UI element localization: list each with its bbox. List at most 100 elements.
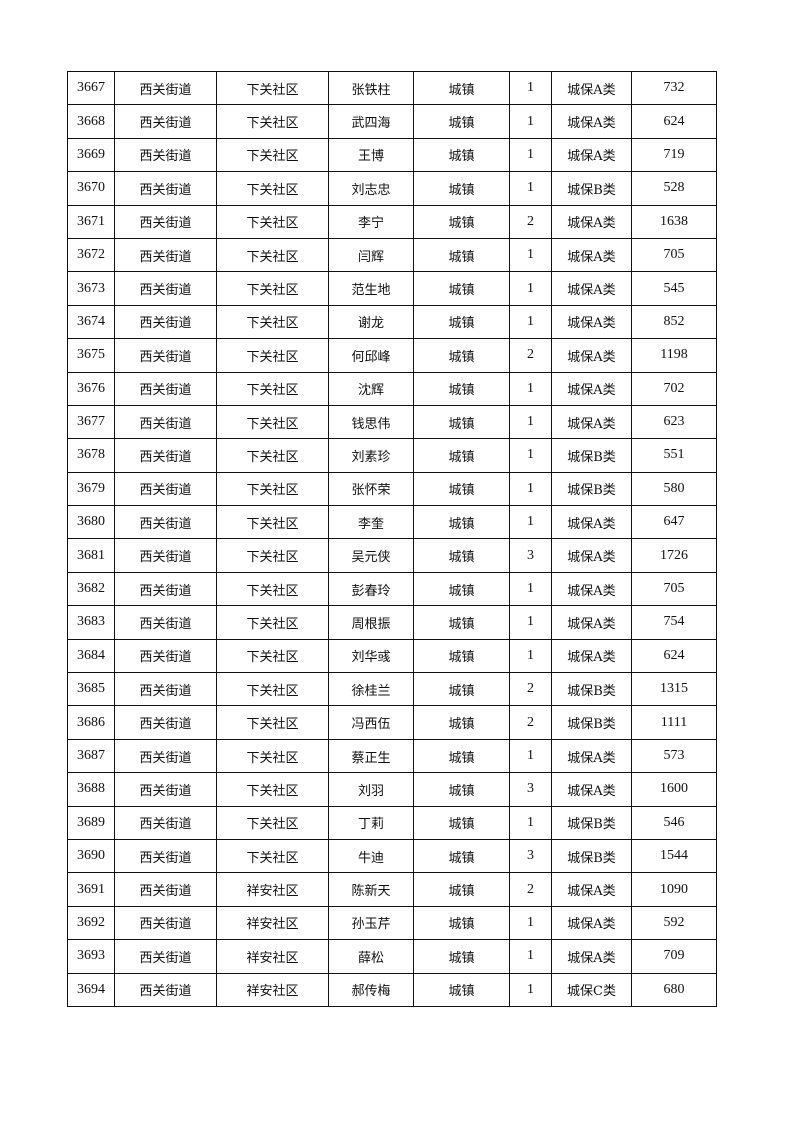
- row-number-cell: 3690: [67, 838, 115, 874]
- category-cell: 城保A类: [551, 237, 632, 273]
- subdistrict-cell: 西关街道: [114, 438, 217, 473]
- subdistrict-cell: 西关街道: [114, 538, 217, 573]
- community-cell: 下关社区: [216, 605, 329, 640]
- data-table: 3667 西关街道 下关社区 张铁柱 城镇 1 城保A类 732 3668 西关街道 下关社区 武四海…: [67, 70, 717, 1007]
- persons-cell: 2: [509, 872, 552, 907]
- row-number-cell: 3689: [67, 805, 115, 840]
- household-type-cell: 城镇: [413, 338, 510, 373]
- persons-cell: 1: [509, 805, 552, 840]
- household-type-cell: 城镇: [413, 905, 510, 941]
- community-cell: 下关社区: [216, 137, 329, 173]
- community-cell: 下关社区: [216, 638, 329, 674]
- name-cell: 陈新天: [328, 872, 414, 907]
- name-cell: 周根振: [328, 605, 414, 640]
- subdistrict-cell: 西关街道: [114, 638, 217, 674]
- row-number-cell: 3668: [67, 104, 115, 139]
- table-row: 3673 西关街道 下关社区 范生地 城镇 1 城保A类 545: [67, 271, 717, 306]
- amount-cell: 680: [631, 972, 717, 1007]
- row-number-cell: 3683: [67, 605, 115, 640]
- category-cell: 城保A类: [551, 939, 632, 974]
- community-cell: 下关社区: [216, 505, 329, 540]
- table-row: 3681 西关街道 下关社区 吴元侠 城镇 3 城保A类 1726: [67, 538, 717, 573]
- subdistrict-cell: 西关街道: [114, 137, 217, 173]
- persons-cell: 1: [509, 304, 552, 340]
- persons-cell: 1: [509, 638, 552, 674]
- household-type-cell: 城镇: [413, 538, 510, 573]
- persons-cell: 1: [509, 571, 552, 607]
- row-number-cell: 3670: [67, 171, 115, 206]
- household-type-cell: 城镇: [413, 505, 510, 540]
- category-cell: 城保A类: [551, 872, 632, 907]
- amount-cell: 647: [631, 505, 717, 540]
- name-cell: 薛松: [328, 939, 414, 974]
- name-cell: 郝传梅: [328, 972, 414, 1007]
- row-number-cell: 3676: [67, 371, 115, 406]
- amount-cell: 709: [631, 939, 717, 974]
- table-row: 3675 西关街道 下关社区 何邱峰 城镇 2 城保A类 1198: [67, 338, 717, 373]
- row-number-cell: 3686: [67, 705, 115, 740]
- persons-cell: 1: [509, 70, 552, 106]
- name-cell: 吴元侠: [328, 538, 414, 573]
- category-cell: 城保A类: [551, 538, 632, 573]
- persons-cell: 1: [509, 972, 552, 1007]
- household-type-cell: 城镇: [413, 70, 510, 106]
- community-cell: 祥安社区: [216, 972, 329, 1007]
- name-cell: 蔡正生: [328, 738, 414, 774]
- persons-cell: 2: [509, 338, 552, 373]
- name-cell: 范生地: [328, 271, 414, 306]
- amount-cell: 705: [631, 571, 717, 607]
- row-number-cell: 3674: [67, 304, 115, 340]
- row-number-cell: 3671: [67, 204, 115, 239]
- row-number-cell: 3693: [67, 939, 115, 974]
- name-cell: 彭春玲: [328, 571, 414, 607]
- subdistrict-cell: 西关街道: [114, 171, 217, 206]
- amount-cell: 623: [631, 404, 717, 440]
- persons-cell: 1: [509, 404, 552, 440]
- table-row: 3688 西关街道 下关社区 刘羽 城镇 3 城保A类 1600: [67, 772, 717, 807]
- household-type-cell: 城镇: [413, 805, 510, 840]
- subdistrict-cell: 西关街道: [114, 939, 217, 974]
- name-cell: 李奎: [328, 505, 414, 540]
- subdistrict-cell: 西关街道: [114, 237, 217, 273]
- amount-cell: 1315: [631, 672, 717, 707]
- name-cell: 王博: [328, 137, 414, 173]
- name-cell: 钱思伟: [328, 404, 414, 440]
- table-row: 3670 西关街道 下关社区 刘志忠 城镇 1 城保B类 528: [67, 171, 717, 206]
- persons-cell: 3: [509, 838, 552, 874]
- household-type-cell: 城镇: [413, 271, 510, 306]
- community-cell: 下关社区: [216, 672, 329, 707]
- community-cell: 下关社区: [216, 438, 329, 473]
- subdistrict-cell: 西关街道: [114, 605, 217, 640]
- amount-cell: 580: [631, 471, 717, 507]
- subdistrict-cell: 西关街道: [114, 204, 217, 239]
- table-row: 3684 西关街道 下关社区 刘华彧 城镇 1 城保A类 624: [67, 638, 717, 674]
- name-cell: 李宁: [328, 204, 414, 239]
- table-body: 3667 西关街道 下关社区 张铁柱 城镇 1 城保A类 732 3668 西关街道 下关社区 武四海…: [67, 70, 717, 1007]
- persons-cell: 1: [509, 171, 552, 206]
- community-cell: 祥安社区: [216, 905, 329, 941]
- name-cell: 徐桂兰: [328, 672, 414, 707]
- name-cell: 刘华彧: [328, 638, 414, 674]
- table-row: 3677 西关街道 下关社区 钱思伟 城镇 1 城保A类 623: [67, 404, 717, 440]
- community-cell: 下关社区: [216, 404, 329, 440]
- amount-cell: 1638: [631, 204, 717, 239]
- row-number-cell: 3681: [67, 538, 115, 573]
- amount-cell: 702: [631, 371, 717, 406]
- subdistrict-cell: 西关街道: [114, 404, 217, 440]
- name-cell: 闫辉: [328, 237, 414, 273]
- row-number-cell: 3675: [67, 338, 115, 373]
- persons-cell: 1: [509, 271, 552, 306]
- household-type-cell: 城镇: [413, 404, 510, 440]
- category-cell: 城保B类: [551, 471, 632, 507]
- category-cell: 城保C类: [551, 972, 632, 1007]
- name-cell: 孙玉芹: [328, 905, 414, 941]
- table-row: 3687 西关街道 下关社区 蔡正生 城镇 1 城保A类 573: [67, 738, 717, 774]
- table-row: 3667 西关街道 下关社区 张铁柱 城镇 1 城保A类 732: [67, 70, 717, 106]
- table-row: 3674 西关街道 下关社区 谢龙 城镇 1 城保A类 852: [67, 304, 717, 340]
- category-cell: 城保B类: [551, 838, 632, 874]
- household-type-cell: 城镇: [413, 772, 510, 807]
- table-row: 3671 西关街道 下关社区 李宁 城镇 2 城保A类 1638: [67, 204, 717, 239]
- table-row: 3685 西关街道 下关社区 徐桂兰 城镇 2 城保B类 1315: [67, 672, 717, 707]
- category-cell: 城保A类: [551, 304, 632, 340]
- household-type-cell: 城镇: [413, 638, 510, 674]
